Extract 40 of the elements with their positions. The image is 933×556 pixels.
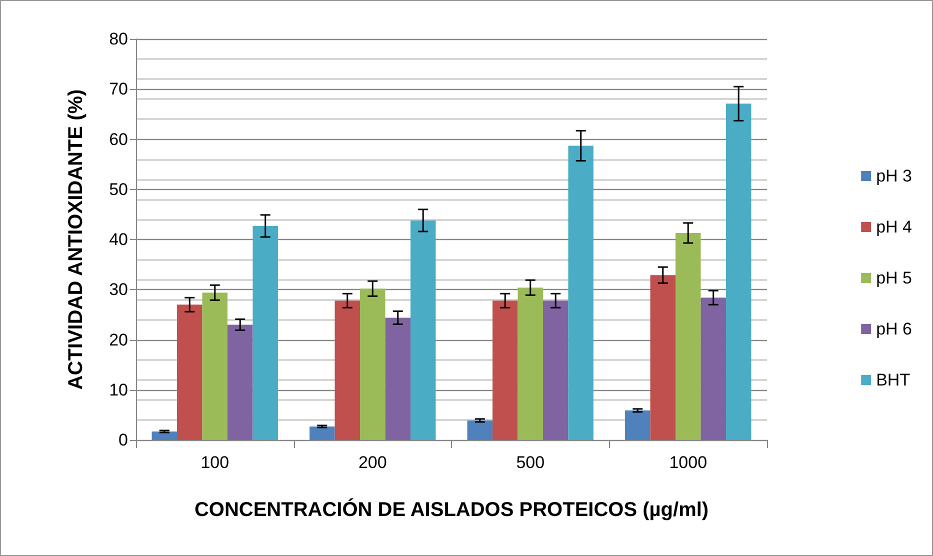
y-tick-label: 80 <box>109 30 128 48</box>
bar <box>334 300 360 440</box>
bar <box>360 288 386 440</box>
bar <box>202 292 228 440</box>
bar <box>676 232 701 440</box>
x-tick-label: 200 <box>358 453 387 472</box>
legend-label: BHT <box>876 370 910 390</box>
x-axis-title: CONCENTRACIÓN DE AISLADOS PROTEICOS (µg/ml) <box>194 498 709 521</box>
y-tick-label: 70 <box>109 80 128 99</box>
bar <box>700 298 726 440</box>
bar <box>542 300 568 440</box>
bar <box>177 304 202 440</box>
y-tick-label: 40 <box>109 230 128 249</box>
bar <box>568 146 594 440</box>
bar <box>726 104 752 440</box>
bar <box>410 220 436 440</box>
y-tick-label: 50 <box>109 180 128 199</box>
bar <box>310 426 335 440</box>
y-tick-label: 0 <box>118 430 128 450</box>
legend-label: pH 6 <box>876 320 912 338</box>
legend-label: pH 3 <box>876 166 912 186</box>
bar <box>625 410 650 440</box>
x-tick-label: 100 <box>200 453 230 472</box>
bar <box>152 431 178 440</box>
legend-label: pH 4 <box>876 218 912 236</box>
bar <box>252 226 278 440</box>
bar <box>518 288 543 440</box>
y-tick-label: 30 <box>109 280 128 300</box>
y-tick-label: 10 <box>109 380 128 400</box>
y-tick-label: 20 <box>109 330 128 350</box>
bar <box>227 324 253 440</box>
y-tick-label: 60 <box>109 130 128 149</box>
y-axis-title: ACTIVIDAD ANTIOXIDANTE (%) <box>65 89 87 390</box>
legend-label: pH 5 <box>876 268 912 288</box>
bar <box>467 420 493 440</box>
bar <box>650 275 676 440</box>
bar <box>492 300 518 440</box>
x-tick-label: 500 <box>516 453 545 472</box>
bar <box>385 318 410 440</box>
x-tick-label: 1000 <box>669 453 708 472</box>
